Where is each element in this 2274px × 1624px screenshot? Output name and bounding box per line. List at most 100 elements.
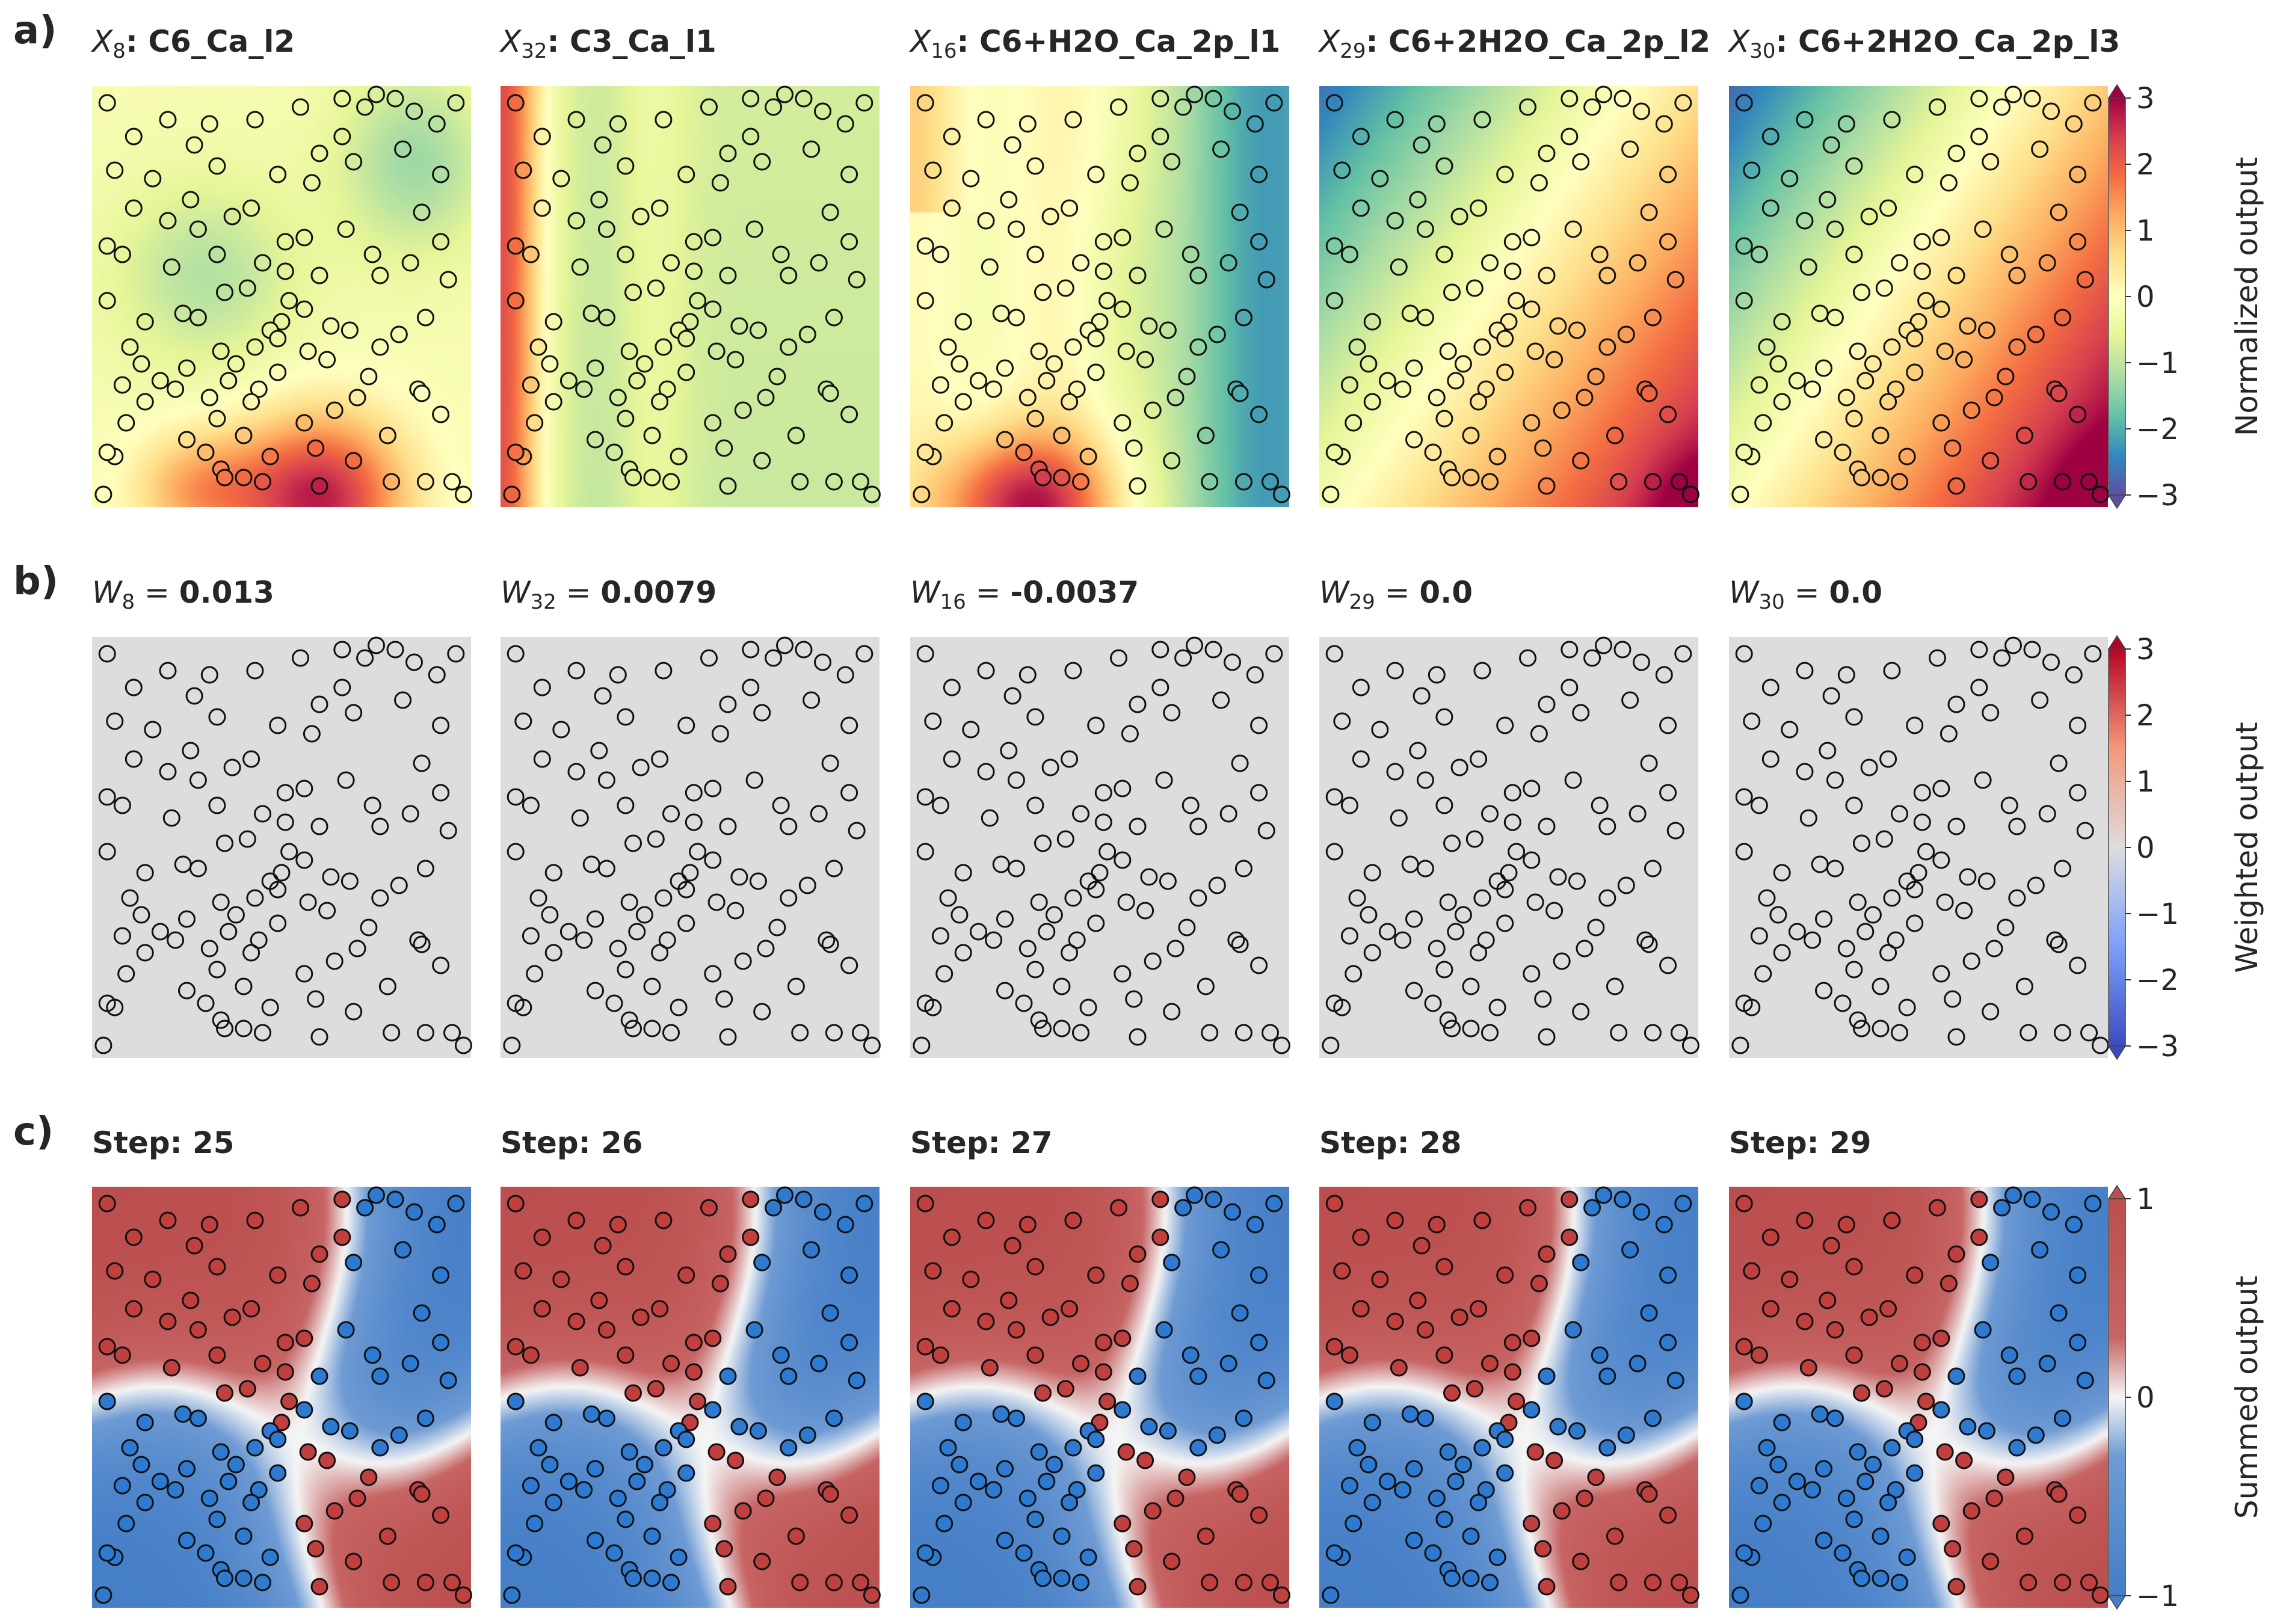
data-point xyxy=(1189,1367,1207,1385)
data-point xyxy=(1572,1253,1590,1272)
data-point xyxy=(753,704,771,722)
data-point xyxy=(1875,830,1893,848)
data-point xyxy=(1750,927,1768,945)
data-point xyxy=(567,763,585,781)
data-point xyxy=(1121,1275,1139,1293)
data-point xyxy=(1234,473,1253,491)
data-point xyxy=(651,1493,669,1512)
data-point xyxy=(1534,990,1552,1008)
data-point xyxy=(1182,245,1200,263)
data-point xyxy=(2053,309,2071,327)
data-point xyxy=(533,128,551,146)
data-point xyxy=(1576,1489,1594,1507)
data-point xyxy=(1129,144,1147,162)
data-point xyxy=(106,161,124,179)
data-point xyxy=(212,1011,230,1029)
data-point xyxy=(635,1456,653,1474)
data-point xyxy=(1977,872,1995,890)
data-point xyxy=(643,469,661,487)
data-point xyxy=(943,678,961,697)
data-point xyxy=(620,1443,638,1461)
data-point xyxy=(295,1401,313,1419)
title-symbol: W xyxy=(910,575,941,610)
data-point xyxy=(526,1515,544,1533)
data-point xyxy=(1231,935,1249,953)
data-point xyxy=(587,982,604,1000)
data-point xyxy=(1340,927,1358,945)
data-point xyxy=(1174,649,1192,667)
data-point xyxy=(276,233,294,251)
data-point xyxy=(447,645,465,663)
data-point xyxy=(1443,469,1461,487)
data-point xyxy=(939,338,957,356)
data-point xyxy=(2042,1203,2060,1221)
panel-title: X8: C6_Ca_l2 xyxy=(90,24,295,63)
data-point xyxy=(1906,1266,1924,1284)
data-point xyxy=(2065,1216,2083,1234)
title-subscript: 16 xyxy=(931,39,957,63)
data-point xyxy=(1644,1024,1662,1042)
data-point xyxy=(276,262,294,280)
data-point xyxy=(1371,721,1389,739)
data-point xyxy=(655,662,673,680)
data-point xyxy=(1576,389,1594,407)
colorbar-tick-label: 1 xyxy=(2136,214,2155,248)
data-point xyxy=(254,254,271,272)
data-point xyxy=(1974,1321,1992,1339)
data-point xyxy=(507,1392,525,1410)
data-point xyxy=(628,1472,646,1490)
colorbar-tick-label: −1 xyxy=(2136,897,2179,931)
data-point xyxy=(269,716,287,734)
data-point xyxy=(318,351,336,369)
data-point xyxy=(1743,712,1761,730)
data-point xyxy=(1212,1241,1230,1259)
data-point xyxy=(1773,313,1791,331)
data-point xyxy=(1488,1548,1506,1566)
data-point xyxy=(651,944,669,962)
data-point xyxy=(1053,1020,1071,1038)
data-point xyxy=(1325,788,1343,806)
colorbar-label: Normalized output xyxy=(2229,157,2264,436)
data-point xyxy=(734,401,752,419)
data-point xyxy=(1348,338,1366,356)
data-point xyxy=(1761,678,1779,697)
data-point xyxy=(526,965,544,983)
data-point xyxy=(208,157,226,175)
data-point xyxy=(1864,906,1882,924)
data-point xyxy=(295,414,313,432)
data-point xyxy=(1887,931,1905,949)
data-point xyxy=(617,1258,635,1276)
data-point xyxy=(1799,1359,1817,1377)
data-point xyxy=(1591,245,1609,263)
data-point xyxy=(855,645,874,663)
data-point xyxy=(1114,851,1132,869)
data-point xyxy=(1853,1020,1870,1038)
data-point xyxy=(348,940,366,958)
data-point xyxy=(507,443,525,461)
data-point xyxy=(757,389,775,407)
data-point xyxy=(1655,1216,1673,1234)
data-point xyxy=(567,662,585,680)
data-point xyxy=(1671,1573,1688,1592)
data-point xyxy=(1068,931,1086,949)
data-point xyxy=(1572,1552,1590,1570)
data-point xyxy=(1053,977,1071,995)
data-point xyxy=(310,1578,328,1596)
data-point xyxy=(1144,952,1162,970)
data-point xyxy=(935,1515,954,1533)
data-point xyxy=(533,1300,551,1318)
data-point xyxy=(1450,758,1468,777)
data-point xyxy=(559,1472,578,1490)
data-point xyxy=(220,1472,238,1490)
data-point xyxy=(985,931,1003,949)
data-point xyxy=(1473,111,1491,129)
data-point xyxy=(507,994,525,1012)
data-point xyxy=(1265,94,1283,112)
data-point xyxy=(996,1531,1014,1549)
panel-title: Step: 25 xyxy=(92,1125,235,1160)
data-point xyxy=(1853,1384,1870,1402)
data-point xyxy=(394,140,412,158)
data-point xyxy=(1523,965,1541,983)
data-point xyxy=(2080,473,2098,491)
data-point xyxy=(1519,98,1536,116)
